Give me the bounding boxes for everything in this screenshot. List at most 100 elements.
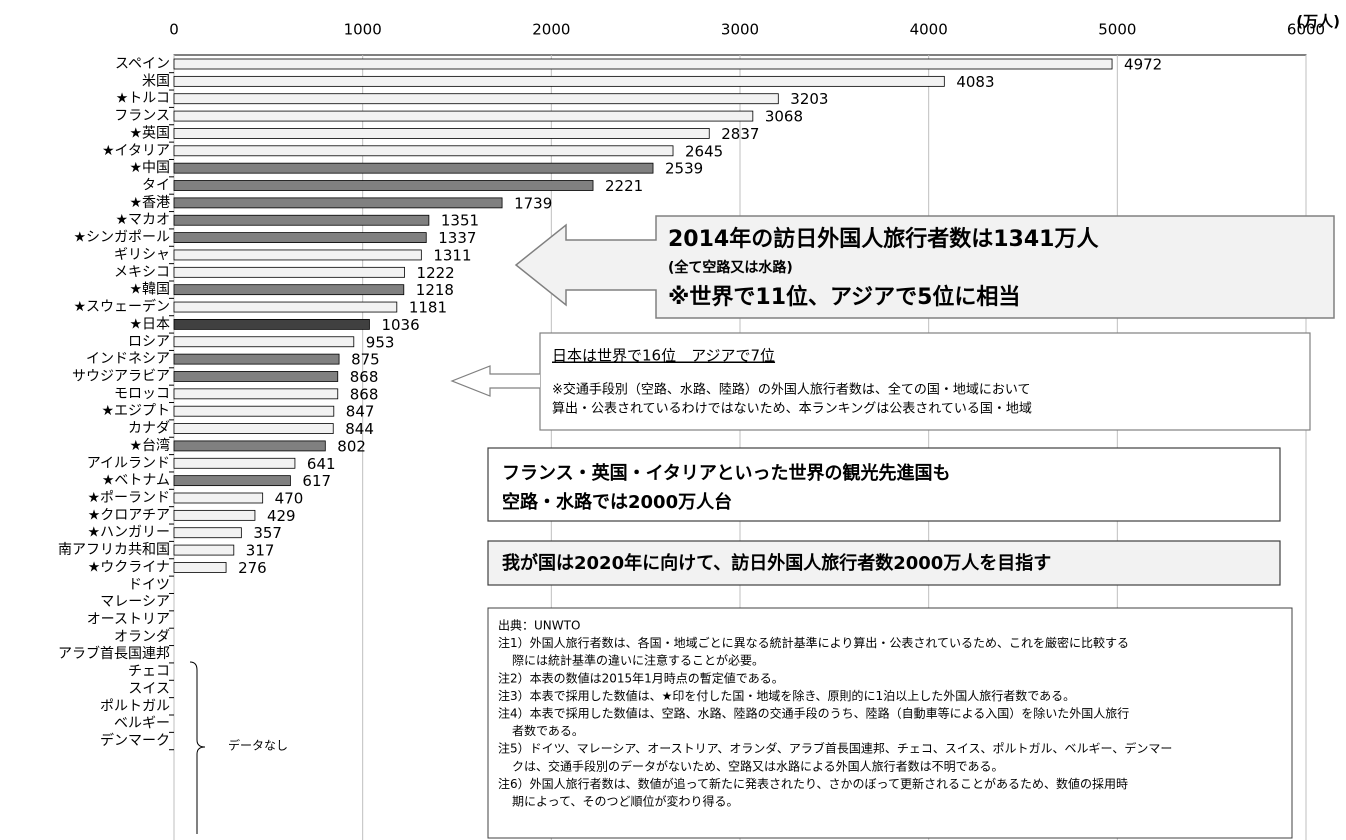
value-label: 2837 xyxy=(721,125,759,143)
y-tick-label: ★英国 xyxy=(129,124,170,141)
value-label: 1311 xyxy=(433,246,471,264)
y-tick-label: 南アフリカ共和国 xyxy=(58,542,170,558)
plot: 0 1000 2000 3000 4000 5000 6000 スペイン 4972 米国 4083 ★… xyxy=(58,21,1325,840)
x-tick-label: 0 xyxy=(169,21,179,39)
y-tick-label: オーストリア xyxy=(87,612,170,628)
value-label: 844 xyxy=(345,420,374,438)
value-label: 317 xyxy=(246,542,275,560)
value-label: 1181 xyxy=(409,299,447,317)
annotation-text: ※交通手段別（空路、水路、陸路）の外国人旅行者数は、全ての国・地域において xyxy=(552,382,1031,398)
value-label: 2645 xyxy=(685,142,723,160)
bar xyxy=(173,318,370,330)
y-tick-label: アラブ首長国連邦 xyxy=(58,645,170,662)
y-tick-label: フランス xyxy=(114,108,170,124)
note-line: 注6）外国人旅行者数は、数値が追って新たに発表されたり、さかのぼって更新されるこ… xyxy=(498,776,1128,791)
note-line: 注2）本表の数値は2015年1月時点の暫定値である。 xyxy=(498,670,784,685)
annotation-text: 算出・公表されているわけではないため、本ランキングは公表されている国・地域 xyxy=(552,402,1032,417)
no-data-label: データなし xyxy=(228,738,288,753)
x-tick-label: 5000 xyxy=(1098,21,1136,39)
value-label: 953 xyxy=(366,333,395,351)
y-tick-label: デンマーク xyxy=(100,732,170,749)
y-tick-label: ★ベトナム xyxy=(102,473,170,489)
value-label: 276 xyxy=(238,559,267,577)
bar xyxy=(173,440,326,452)
x-tick-label: 6000 xyxy=(1287,21,1325,39)
value-label: 4083 xyxy=(956,73,994,91)
bar xyxy=(173,527,242,539)
value-label: 1222 xyxy=(417,264,455,282)
y-tick-label: カナダ xyxy=(128,421,170,437)
y-tick-label: ★中国 xyxy=(129,160,170,176)
annotation-text: 日本は世界で16位 アジアで7位 xyxy=(552,347,775,365)
bar xyxy=(173,544,235,556)
annotation-box xyxy=(487,540,1281,586)
note-line: 注3）本表で採用した数値は、★印を付した国・地域を除き、原則的に1泊以上した外国… xyxy=(498,688,1075,703)
bar xyxy=(173,145,674,157)
bar xyxy=(173,405,335,417)
note-line: 注4）本表で採用した数値は、空路、水路、陸路の交通手段のうち、陸路（自動車等によ… xyxy=(498,706,1129,721)
note-line: 注1）外国人旅行者数は、各国・地域ごとに異なる統計基準により算出・公表されている… xyxy=(498,635,1129,650)
value-label: 2539 xyxy=(665,160,703,178)
y-tick-label: ★ハンガリー xyxy=(87,525,170,541)
y-tick-label: ★クロアチア xyxy=(88,507,170,523)
x-tick-label: 2000 xyxy=(532,21,570,39)
value-label: 802 xyxy=(337,437,366,455)
annotation-box xyxy=(539,332,1311,431)
bar xyxy=(173,353,340,365)
y-tick-label: ★ポーランド xyxy=(87,490,170,506)
annotation-text: ※世界で11位、アジアで5位に相当 xyxy=(668,284,1020,310)
value-label: 847 xyxy=(346,403,375,421)
bar xyxy=(173,110,754,122)
bar xyxy=(173,475,291,487)
y-tick-label: ★ウクライナ xyxy=(88,559,170,575)
y-tick-label: ★台湾 xyxy=(129,437,170,454)
note-line: 際には統計基準の違いに注意することが必要。 xyxy=(512,653,764,668)
note-line: クは、交通手段別のデータがないため、空路又は水路による外国人旅行者数は不明である… xyxy=(512,758,1004,773)
bar xyxy=(173,336,355,348)
x-tick-label: 1000 xyxy=(344,21,382,39)
annotation-box xyxy=(514,215,1335,319)
note-line: 者数である。 xyxy=(512,723,584,738)
annotation-text: フランス・英国・イタリアといった世界の観光先進国も xyxy=(502,462,951,484)
value-label: 1739 xyxy=(514,194,552,212)
value-label: 868 xyxy=(350,385,379,403)
value-label: 1036 xyxy=(381,316,419,334)
annotation-text: 空路・水路では2000万人台 xyxy=(502,491,732,513)
bar xyxy=(173,509,256,521)
bar xyxy=(173,301,398,313)
note-line: 出典：UNWTO xyxy=(498,619,580,633)
y-tick-label: ★香港 xyxy=(129,195,170,211)
bar xyxy=(173,93,779,105)
value-label: 641 xyxy=(307,455,336,473)
y-tick-label: ★日本 xyxy=(129,316,170,332)
note-line: 期によって、そのつど順位が変わり得る。 xyxy=(512,794,738,809)
notes-box xyxy=(487,607,1293,839)
value-label: 429 xyxy=(267,507,296,525)
y-tick-label: アイルランド xyxy=(87,455,170,471)
note-line: 注5）ドイツ、マレーシア、オーストリア、オランダ、アラブ首長国連邦、チェコ、スイ… xyxy=(498,741,1172,756)
value-label: 875 xyxy=(351,351,380,369)
value-label: 4972 xyxy=(1124,56,1162,74)
bar xyxy=(173,423,334,434)
value-label: 3203 xyxy=(790,90,828,108)
value-label: 3068 xyxy=(765,108,803,126)
arrow xyxy=(450,365,540,397)
y-tick-label: チェコ xyxy=(128,664,170,680)
annotation-text: (全て空路又は水路) xyxy=(668,259,793,276)
y-tick-label: メキシコ xyxy=(114,264,170,280)
y-tick-label: ★イタリア xyxy=(102,143,170,159)
bar xyxy=(173,249,422,261)
y-tick-label: ロシア xyxy=(128,334,170,350)
y-tick-label: ★シンガポール xyxy=(73,230,170,246)
y-tick-label: ★韓国 xyxy=(129,282,170,298)
y-tick-label: インドネシア xyxy=(86,351,170,367)
unit-label: (万人) xyxy=(1296,13,1340,31)
y-tick-label: ★トルコ xyxy=(116,91,170,107)
y-tick-label: サウジアラビア xyxy=(72,368,170,384)
bar xyxy=(173,492,264,504)
bar xyxy=(173,58,1113,70)
bar xyxy=(173,457,296,469)
value-label: 1337 xyxy=(438,229,476,247)
value-label: 357 xyxy=(253,524,282,542)
